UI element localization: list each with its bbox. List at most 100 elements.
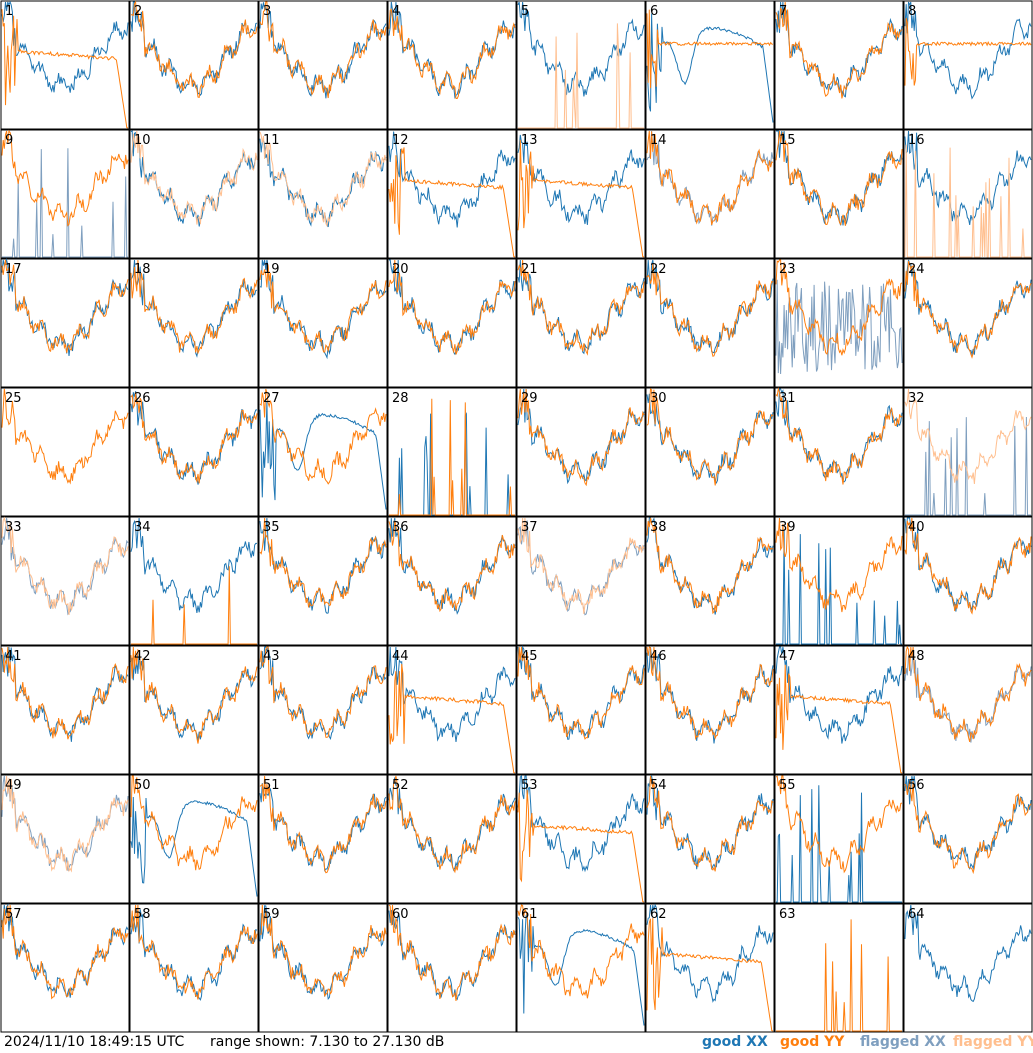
panel-label: 31 xyxy=(779,391,796,406)
panel-8: 8 xyxy=(903,0,1033,130)
legend-good-yy: good YY xyxy=(780,1034,845,1050)
panel-frame xyxy=(645,258,775,388)
panel-36: 36 xyxy=(387,516,517,646)
series-good-xx-line xyxy=(388,131,516,228)
series-good-yy-line xyxy=(517,388,645,487)
panel-frame xyxy=(903,258,1033,388)
series-good-yy-line xyxy=(259,264,387,353)
panel-frame xyxy=(516,387,646,517)
panel-27: 27 xyxy=(258,387,388,517)
panel-60: 60 xyxy=(387,903,517,1033)
panel-frame xyxy=(645,903,775,1033)
panel-50: 50 xyxy=(129,774,259,904)
legend-flagged-yy: flagged YY xyxy=(953,1034,1033,1050)
panel-label: 24 xyxy=(908,262,925,277)
series-good-yy-line xyxy=(517,139,645,258)
panel-label: 14 xyxy=(650,133,667,148)
series-good-yy-line xyxy=(1,9,129,129)
series-good-yy-line xyxy=(388,520,516,613)
panel-7: 7 xyxy=(774,0,904,130)
panel-label: 5 xyxy=(521,4,529,19)
panel-frame xyxy=(903,645,1033,775)
panel-label: 8 xyxy=(908,4,916,19)
legend-flagged-xx: flagged XX xyxy=(860,1034,946,1050)
series-good-xx-line xyxy=(517,134,645,225)
panel-frame xyxy=(387,645,517,775)
series-good-xx-line xyxy=(259,646,387,741)
panel-frame xyxy=(903,774,1033,904)
panel-25: 25 xyxy=(0,387,130,517)
series-good-yy-line xyxy=(1,904,129,1000)
panel-frame xyxy=(774,903,904,1033)
series-good-yy-line xyxy=(646,9,774,89)
panel-37: 37 xyxy=(516,516,646,646)
panel-58: 58 xyxy=(129,903,259,1033)
panel-label: 10 xyxy=(134,133,151,148)
panel-label: 41 xyxy=(5,649,22,664)
panel-9: 9 xyxy=(0,129,130,259)
panel-label: 38 xyxy=(650,520,667,535)
panel-label: 52 xyxy=(392,778,409,793)
range-label: range shown: 7.130 to 27.130 dB xyxy=(210,1034,445,1050)
series-good-xx-line xyxy=(904,904,1032,1003)
panel-33: 33 xyxy=(0,516,130,646)
panel-47: 47 xyxy=(774,645,904,775)
panel-frame xyxy=(129,129,259,259)
panel-frame xyxy=(0,387,130,517)
panel-frame xyxy=(774,129,904,259)
series-good-xx-line xyxy=(259,401,387,510)
series-good-yy-line xyxy=(904,781,1032,875)
series-good-xx-line xyxy=(646,903,774,1003)
panel-frame xyxy=(0,645,130,775)
panel-63: 63 xyxy=(774,903,904,1033)
panel-16: 16 xyxy=(903,129,1033,259)
panel-31: 31 xyxy=(774,387,904,517)
panel-label: 19 xyxy=(263,262,280,277)
panel-frame xyxy=(258,258,388,388)
series-flagged-yy-line xyxy=(517,517,645,615)
panel-frame xyxy=(387,516,517,646)
panel-label: 7 xyxy=(779,4,787,19)
series-good-yy-line xyxy=(1,259,129,353)
panel-frame xyxy=(645,0,775,130)
panel-frame xyxy=(258,903,388,1033)
panel-21: 21 xyxy=(516,258,646,388)
panel-2: 2 xyxy=(129,0,259,130)
panel-label: 29 xyxy=(521,391,538,406)
panel-frame xyxy=(129,0,259,130)
panel-label: 58 xyxy=(134,907,151,922)
panel-40: 40 xyxy=(903,516,1033,646)
panel-label: 2 xyxy=(134,4,142,19)
panel-frame xyxy=(129,774,259,904)
panel-label: 9 xyxy=(5,133,13,148)
panel-label: 32 xyxy=(908,391,925,406)
series-good-yy-line xyxy=(1,388,129,485)
panel-57: 57 xyxy=(0,903,130,1033)
panel-frame xyxy=(258,387,388,517)
series-good-yy-line xyxy=(130,775,258,871)
series-good-yy-line xyxy=(775,1,903,99)
panel-17: 17 xyxy=(0,258,130,388)
series-good-yy-line xyxy=(131,566,257,645)
series-good-yy-line xyxy=(259,904,387,998)
panel-label: 3 xyxy=(263,4,271,19)
panel-5: 5 xyxy=(516,0,646,130)
panel-label: 6 xyxy=(650,4,658,19)
series-good-xx-line xyxy=(130,517,257,613)
series-good-yy-line xyxy=(389,398,515,516)
panel-51: 51 xyxy=(258,774,388,904)
panel-label: 26 xyxy=(134,391,151,406)
panel-frame xyxy=(129,516,259,646)
series-good-yy-line xyxy=(646,775,774,872)
panel-frame xyxy=(903,516,1033,646)
panel-frame xyxy=(516,0,646,130)
panel-label: 30 xyxy=(650,391,667,406)
panel-frame xyxy=(516,774,646,904)
series-good-yy-line xyxy=(388,259,516,355)
panel-frame xyxy=(774,645,904,775)
series-good-yy-line xyxy=(388,664,516,774)
series-good-yy-line xyxy=(646,387,774,486)
series-good-yy-line xyxy=(259,517,387,608)
panel-label: 62 xyxy=(650,907,667,922)
panel-frame xyxy=(903,387,1033,517)
